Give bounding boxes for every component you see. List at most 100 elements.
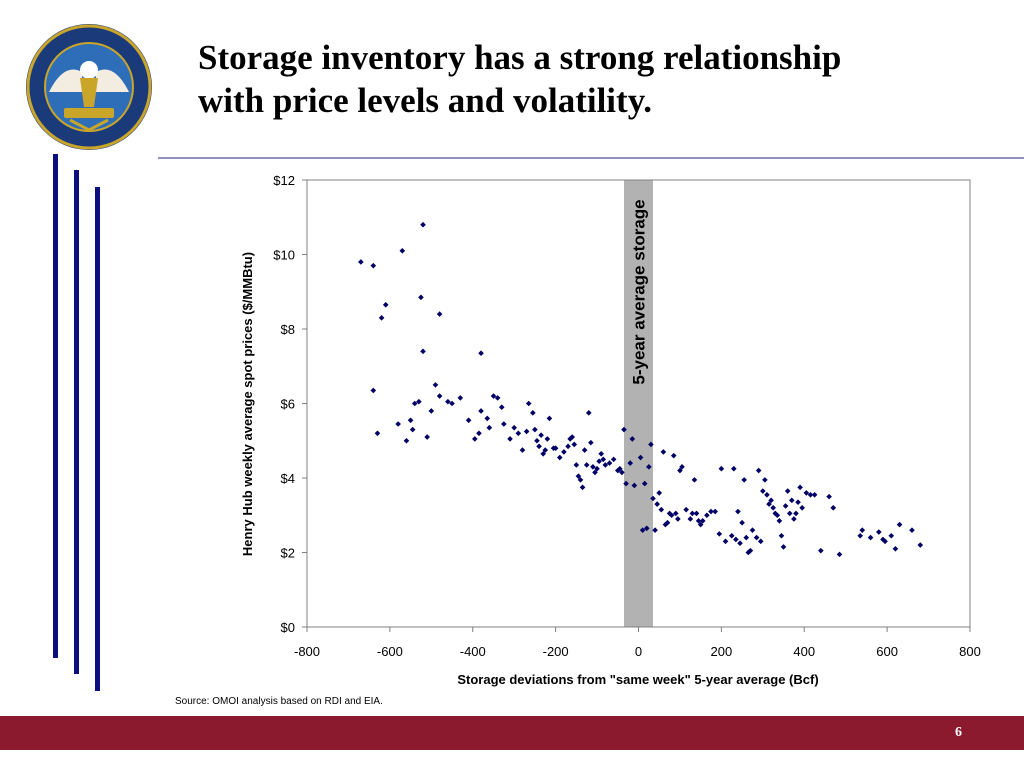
scatter-point: [428, 408, 435, 414]
scatter-point: [830, 505, 837, 511]
scatter-point: [778, 532, 785, 539]
scatter-point: [409, 426, 416, 433]
scatter-point: [791, 516, 797, 522]
scatter-point: [395, 421, 401, 427]
scatter-point: [718, 465, 725, 472]
scatter-point: [670, 452, 677, 459]
scatter-point: [407, 417, 414, 424]
scatter-point: [648, 441, 654, 448]
scatter-point: [544, 436, 551, 442]
scatter-point: [540, 450, 546, 457]
y-tick-label: $0: [281, 620, 295, 635]
scatter-point: [641, 480, 648, 487]
y-axis-label: Henry Hub weekly average spot prices ($/…: [240, 252, 255, 556]
scatter-point: [782, 503, 789, 509]
scatter-point: [892, 545, 899, 552]
scatter-point: [519, 447, 526, 453]
scatter-point: [909, 527, 915, 533]
scatter-point: [490, 393, 497, 399]
scatter-point: [561, 449, 567, 455]
x-tick-label: 200: [711, 644, 733, 659]
scatter-point: [418, 294, 424, 301]
scatter-point: [382, 301, 389, 308]
scatter-point: [588, 439, 594, 446]
scatter-point: [457, 395, 464, 401]
scatter-point: [656, 490, 663, 496]
scatter-point: [449, 400, 455, 407]
scatter-point: [712, 508, 718, 515]
scatter-point: [530, 410, 536, 416]
scatter-point: [478, 408, 484, 414]
scatter-point: [631, 482, 638, 489]
scatter-point: [741, 477, 747, 483]
x-tick-label: 0: [635, 644, 642, 659]
scatter-point: [654, 501, 660, 507]
scatter-point: [592, 469, 598, 476]
scatter-point: [445, 398, 451, 405]
scatter-point: [693, 510, 700, 517]
scatter-point: [374, 430, 381, 437]
scatter-point: [762, 477, 768, 483]
scatter-point: [617, 465, 623, 472]
scatter-point: [768, 497, 774, 504]
scatter-point: [743, 534, 750, 541]
scatter-point: [770, 505, 776, 511]
scatter-point: [501, 421, 507, 427]
title-line-1: Storage inventory has a strong relations…: [198, 38, 842, 77]
scatter-point: [465, 417, 472, 424]
scatter-point: [728, 532, 735, 539]
scatter-point: [403, 437, 410, 444]
scatter-point: [577, 477, 584, 483]
scatter-point: [420, 221, 426, 228]
scatter-point: [695, 518, 702, 524]
scatter-point: [579, 484, 586, 491]
scatter-point: [789, 497, 795, 504]
scatter-point: [716, 531, 723, 537]
scatter-point: [867, 534, 874, 541]
scatter-point: [704, 512, 710, 519]
scatter-point: [749, 527, 756, 533]
scatter-point: [478, 350, 484, 357]
y-tick-label: $4: [281, 471, 295, 486]
scatter-point: [735, 508, 741, 515]
scatter-point: [436, 393, 443, 399]
scatter-point: [436, 311, 443, 317]
title-divider: [158, 157, 1024, 159]
scatter-point: [538, 432, 544, 438]
scatter-point: [757, 538, 764, 545]
scatter-point: [569, 434, 575, 440]
x-tick-label: -400: [460, 644, 486, 659]
scatter-point: [596, 458, 602, 465]
scatter-point: [687, 516, 694, 522]
scatter-point: [760, 488, 766, 494]
scatter-point: [774, 512, 781, 519]
y-tick-label: $12: [273, 173, 295, 188]
scatter-point: [646, 464, 652, 470]
scatter-point: [697, 521, 704, 528]
scatter-point: [691, 477, 698, 483]
scatter-point: [629, 436, 636, 442]
scatter-point: [476, 430, 482, 437]
scatter-point: [797, 484, 803, 491]
scatter-point: [739, 519, 745, 526]
scatter-point: [486, 424, 493, 431]
footer-bar: 6: [0, 716, 1024, 750]
scatter-point: [606, 460, 613, 466]
scatter-point: [623, 480, 629, 487]
five-year-average-band: [623, 180, 654, 627]
scatter-point: [590, 464, 596, 470]
scatter-point: [614, 467, 621, 474]
scatter-point: [857, 532, 863, 539]
scatter-point: [432, 382, 439, 388]
scatter-point: [755, 467, 762, 474]
scatter-point: [672, 510, 679, 517]
scatter-point: [826, 493, 832, 500]
slide-title: Storage inventory has a strong relations…: [198, 36, 998, 122]
scatter-point: [753, 534, 760, 541]
scatter-point: [643, 525, 650, 532]
scatter-point: [799, 505, 805, 511]
scatter-point: [683, 506, 689, 513]
scatter-point: [668, 512, 675, 519]
scatter-point: [917, 542, 924, 548]
